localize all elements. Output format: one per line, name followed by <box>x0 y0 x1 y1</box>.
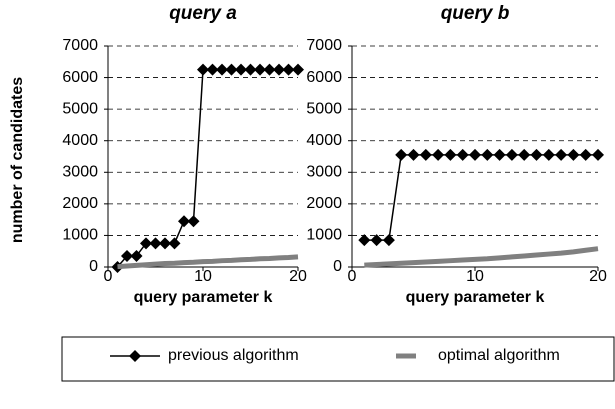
x-axis-title: query parameter k <box>134 289 273 306</box>
x-axis-title: query parameter k <box>406 289 545 306</box>
point <box>555 148 568 161</box>
y-tick-label: 0 <box>89 258 98 275</box>
point <box>530 148 543 161</box>
legend-box <box>61 336 615 382</box>
x-tick-label: 20 <box>589 268 607 285</box>
point <box>121 249 133 262</box>
point <box>206 63 219 76</box>
point <box>518 148 531 161</box>
y-tick-label: 5000 <box>306 100 342 117</box>
y-tick-label: 7000 <box>62 37 98 54</box>
point <box>382 234 395 247</box>
point <box>159 237 171 250</box>
point <box>579 148 592 161</box>
legend-marker <box>129 350 141 362</box>
series-line <box>364 154 598 241</box>
y-tick-label: 2000 <box>306 195 342 212</box>
point <box>273 63 285 76</box>
y-tick-label: 2000 <box>62 195 98 212</box>
legend-label: optimal algorithm <box>438 347 560 364</box>
point <box>493 148 506 161</box>
series-line <box>117 254 299 270</box>
point <box>140 237 152 250</box>
point <box>481 148 494 161</box>
point <box>432 148 445 161</box>
point <box>263 63 276 76</box>
chart-title: query a <box>169 3 237 24</box>
point <box>370 234 383 247</box>
y-tick-label: 1000 <box>306 227 342 244</box>
chart-title: query b <box>441 3 510 24</box>
x-tick-label: 0 <box>348 268 357 285</box>
x-tick-label: 10 <box>466 268 484 285</box>
point <box>542 148 555 161</box>
y-tick-label: 4000 <box>62 132 98 149</box>
point <box>292 63 304 76</box>
y-tick-label: 5000 <box>62 100 98 117</box>
y-tick-label: 6000 <box>62 69 98 86</box>
point <box>225 63 238 76</box>
point <box>168 237 181 250</box>
point <box>567 148 580 161</box>
y-tick-label: 0 <box>333 258 342 275</box>
point <box>592 148 604 161</box>
point <box>235 63 247 76</box>
series-line <box>116 68 298 268</box>
point <box>244 63 257 76</box>
point <box>469 148 481 161</box>
legend: previous algorithm optimal algorithm <box>110 347 560 364</box>
y-tick-label: 3000 <box>306 164 342 181</box>
point <box>178 215 190 228</box>
point <box>254 63 266 76</box>
point <box>456 148 469 161</box>
x-tick-label: 10 <box>194 268 212 285</box>
point <box>395 148 408 161</box>
legend-label: previous algorithm <box>168 347 299 364</box>
x-tick-label: 0 <box>104 268 113 285</box>
point <box>444 148 457 161</box>
series-line <box>364 246 599 268</box>
point <box>358 234 371 247</box>
y-tick-label: 4000 <box>306 132 342 149</box>
point <box>197 63 209 76</box>
y-tick-label: 3000 <box>62 164 98 181</box>
point <box>216 63 228 76</box>
chart: query a query parameter k 0 1000 2000 3000 400… <box>62 3 307 306</box>
point <box>149 237 162 250</box>
point <box>407 148 420 161</box>
point <box>505 148 518 161</box>
point <box>130 249 143 262</box>
y-tick-label: 6000 <box>306 69 342 86</box>
point <box>187 215 200 228</box>
y-tick-label: 1000 <box>62 227 98 244</box>
y-axis-title: number of candidates <box>9 77 26 243</box>
y-tick-label: 7000 <box>306 37 342 54</box>
x-tick-label: 20 <box>289 268 307 285</box>
chart: query b query parameter k 0 1000 2000 3000 400… <box>306 3 607 306</box>
point <box>282 63 295 76</box>
point <box>419 148 432 161</box>
